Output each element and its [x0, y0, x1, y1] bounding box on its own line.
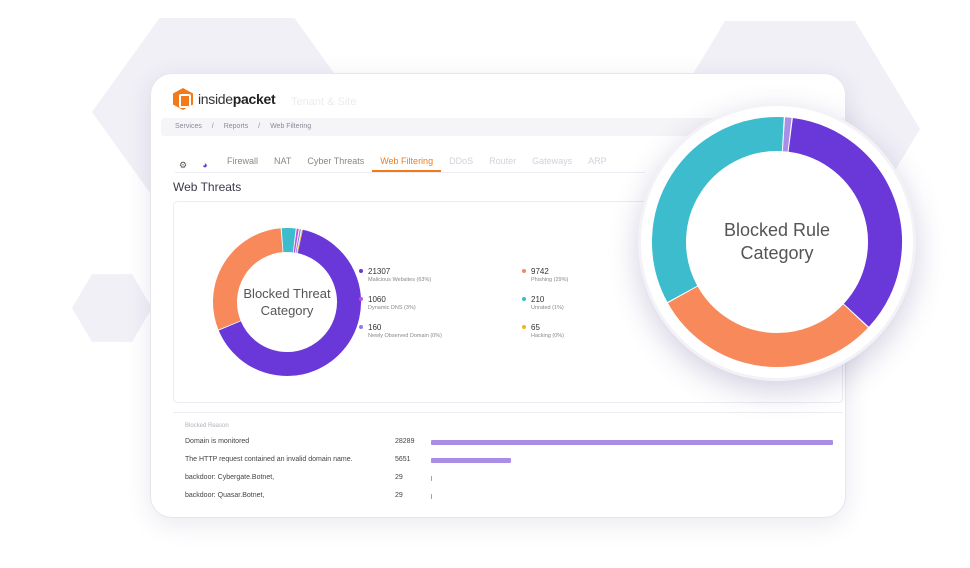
legend-swatch	[522, 296, 526, 301]
reason-label: backdoor: Quasar.Botnet,	[185, 492, 265, 499]
donut-slice[interactable]	[218, 229, 361, 376]
breadcrumb: Services / Reports / Web Filtering	[161, 118, 845, 136]
blocked-reason-table: Blocked Reason Domain is monitored 28289…	[173, 412, 845, 517]
reason-label: The HTTP request contained an invalid do…	[185, 456, 353, 463]
legend-item: 1060 Dynamic DNS (3%)	[359, 295, 416, 311]
breadcrumb-reports[interactable]: Reports	[223, 123, 249, 130]
legend-swatch	[522, 324, 526, 329]
brand-logo[interactable]: insidepacket	[173, 88, 276, 110]
legend-swatch	[522, 268, 526, 273]
reason-count: 29	[395, 492, 403, 499]
legend-item: 160 Newly Observed Domain (0%)	[359, 323, 442, 339]
tab-router[interactable]: Router	[489, 156, 517, 166]
rule-chart-center-label: Blocked Rule Category	[723, 220, 831, 263]
reason-label: backdoor: Cybergate.Botnet,	[185, 474, 275, 481]
legend-item: 21307 Malicious Websites (63%)	[359, 267, 431, 283]
tab-ddos[interactable]: DDoS	[449, 156, 474, 166]
logo-icon	[173, 88, 193, 110]
reason-count: 29	[395, 474, 403, 481]
table-row[interactable]: backdoor: Quasar.Botnet, 29	[185, 490, 845, 504]
tenant-title: Tenant & Site	[291, 96, 357, 108]
rule-donut-chart[interactable]	[651, 116, 903, 368]
logo-text: insidepacket	[198, 91, 276, 107]
tab-firewall[interactable]: Firewall	[227, 156, 259, 166]
reason-bar	[431, 476, 432, 481]
reason-count: 5651	[395, 456, 411, 463]
legend-swatch	[359, 268, 363, 273]
breadcrumb-separator: /	[211, 123, 214, 130]
breadcrumb-services[interactable]: Services	[175, 123, 202, 130]
page-title: Web Threats	[173, 180, 242, 194]
legend-swatch	[359, 296, 363, 301]
donut-slice[interactable]	[788, 118, 902, 327]
donut-slice[interactable]	[667, 286, 868, 367]
legend-swatch	[359, 324, 363, 329]
table-row[interactable]: Domain is monitored 28289	[185, 436, 845, 450]
tab-nat[interactable]: NAT	[274, 156, 292, 166]
tab-cyber-threats[interactable]: Cyber Threats	[307, 156, 365, 166]
report-tabs: ⚙ ◕ Firewall NAT Cyber Threats Web Filte…	[175, 154, 615, 172]
reason-bar	[431, 494, 432, 499]
legend-item: 210 Unrated (1%)	[522, 295, 564, 311]
tab-gateways[interactable]: Gateways	[532, 156, 573, 166]
reason-bar	[431, 458, 512, 463]
donut-slice[interactable]	[213, 228, 284, 330]
background-hexagon	[72, 274, 152, 342]
threat-chart-center-label: Blocked Threat Category	[243, 286, 331, 318]
threat-donut-chart[interactable]	[212, 227, 362, 377]
tab-divider	[175, 172, 645, 173]
reason-label: Domain is monitored	[185, 438, 250, 445]
table-row[interactable]: backdoor: Cybergate.Botnet, 29	[185, 472, 845, 486]
legend-item: 65 Hacking (0%)	[522, 323, 564, 339]
breadcrumb-separator: /	[258, 123, 261, 130]
table-row[interactable]: The HTTP request contained an invalid do…	[185, 454, 845, 468]
pie-chart-icon[interactable]: ◕	[202, 160, 208, 170]
tab-web-filtering[interactable]: Web Filtering	[372, 156, 442, 172]
breadcrumb-web-filtering: Web Filtering	[270, 123, 312, 130]
donut-slice[interactable]	[782, 117, 792, 152]
table-header: Blocked Reason	[185, 423, 229, 429]
tab-arp[interactable]: ARP	[588, 156, 607, 166]
legend-item: 9742 Phishing (29%)	[522, 267, 568, 283]
reason-bar	[431, 440, 833, 445]
donut-slice[interactable]	[652, 117, 784, 303]
settings-gear-icon[interactable]: ⚙	[178, 159, 188, 170]
reason-count: 28289	[395, 438, 415, 445]
